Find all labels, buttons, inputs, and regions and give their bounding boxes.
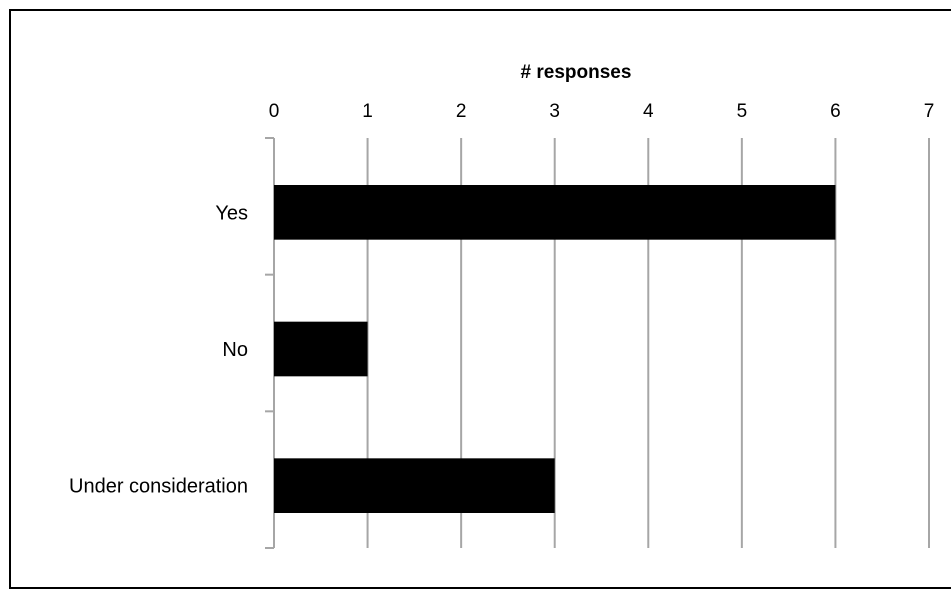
bar-no [274,321,368,377]
category-label: Under consideration [69,476,248,498]
category-label: No [222,339,248,361]
x-tick-label: 3 [549,101,560,122]
x-tick-label: 2 [456,101,467,122]
y-axis [265,137,275,549]
x-tick-label: 5 [737,101,748,122]
x-tick-label: 6 [830,101,841,122]
bar-yes [274,185,836,240]
x-axis-title: # responses [521,62,632,83]
x-tick-label: 7 [924,101,935,122]
x-tick-label: 0 [269,101,280,122]
x-tick-labels: 0 1 2 3 4 5 6 7 [269,101,935,122]
x-tick-label: 1 [362,101,373,122]
x-tick-label: 4 [643,101,654,122]
category-label: Yes [215,202,248,224]
bar-under-consideration [274,458,555,513]
category-labels: Yes No Under consideration [69,202,248,497]
bars [274,185,836,513]
